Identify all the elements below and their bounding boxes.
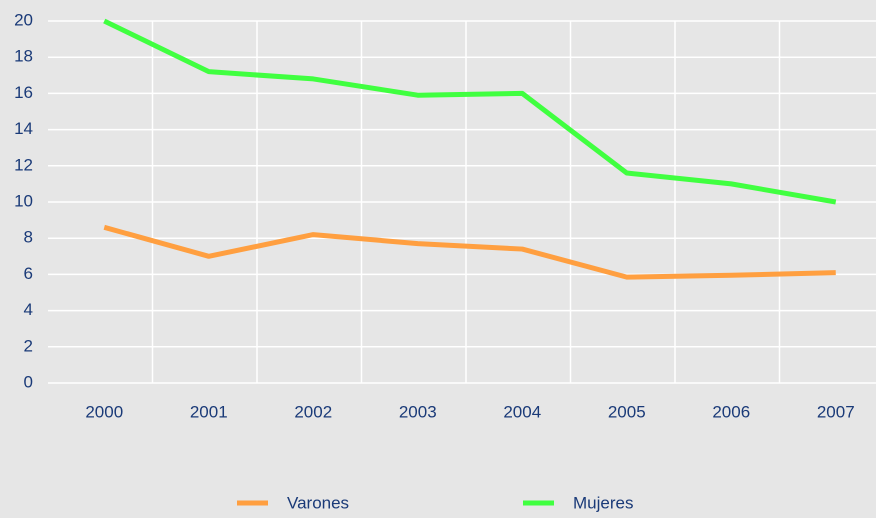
x-tick-label: 2005	[608, 402, 646, 421]
series-line	[103, 224, 836, 280]
y-tick-label: 18	[14, 47, 33, 66]
y-tick-label: 20	[14, 10, 33, 29]
x-tick-label: 2007	[817, 402, 855, 421]
x-tick-label: 2003	[399, 402, 437, 421]
y-tick-label: 4	[24, 300, 33, 319]
y-tick-label: 14	[14, 119, 33, 138]
series-line	[103, 18, 837, 205]
y-tick-label: 16	[14, 83, 33, 102]
x-tick-label: 2002	[294, 402, 332, 421]
x-tick-label: 2006	[712, 402, 750, 421]
y-tick-label: 0	[24, 372, 33, 391]
legend-label: Mujeres	[573, 493, 633, 512]
y-tick-label: 10	[14, 191, 33, 210]
x-tick-label: 2001	[190, 402, 228, 421]
x-tick-label: 2000	[85, 402, 123, 421]
x-tick-label: 2004	[503, 402, 541, 421]
y-tick-label: 8	[24, 228, 33, 247]
legend-label: Varones	[287, 493, 349, 512]
y-tick-label: 2	[24, 336, 33, 355]
y-tick-label: 12	[14, 155, 33, 174]
y-tick-label: 6	[24, 264, 33, 283]
